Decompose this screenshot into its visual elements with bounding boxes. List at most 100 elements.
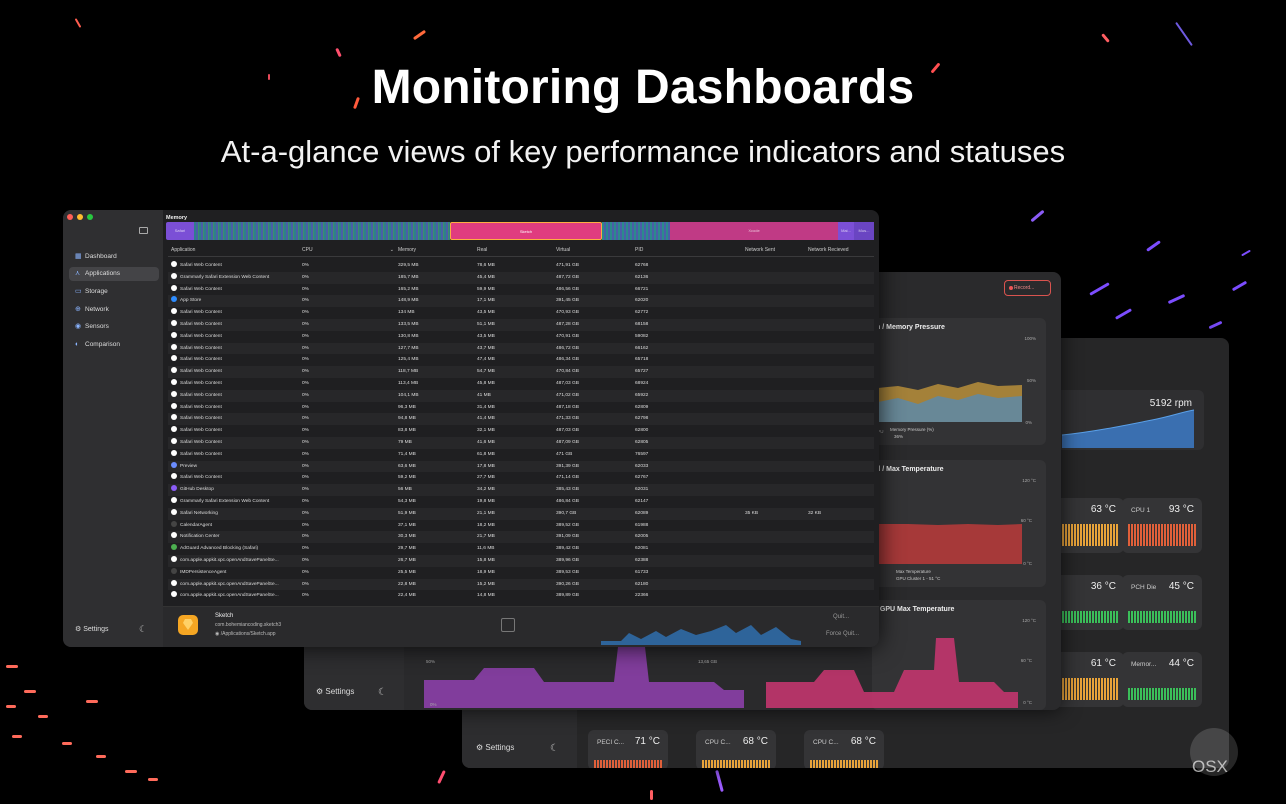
quit-button[interactable]: Quit... (832, 614, 849, 620)
column-header[interactable]: Memory (398, 247, 417, 253)
table-row[interactable]: IMDPersistenceAgent 0% 25,5 MB 18,9 MB 389,5… (168, 567, 874, 579)
record-button[interactable]: Record... (1004, 280, 1051, 296)
table-row[interactable]: AdGuard Advanced Blocking (Safari) 0% 29,7… (168, 543, 874, 555)
table-cell: 43,5 MB (477, 307, 556, 319)
table-row[interactable]: Grammarly Safari Extension Web Content 0%… (168, 496, 874, 508)
cell-text: 31,4 MB (477, 404, 495, 410)
column-header[interactable]: Application (171, 247, 196, 253)
table-row[interactable]: Safari Web Content 0% 83,8 MB 32,1 MB 487,03… (168, 425, 874, 437)
cell-text: 18,9 MB (477, 569, 495, 575)
table-row[interactable]: Safari Web Content 0% 134 MB 43,5 MB 470,93 … (168, 307, 874, 319)
table-row[interactable]: com.apple.appkit.xpc.openAndSavePanelSe.… (168, 554, 874, 567)
sidebar-item-storage[interactable]: ▭ Storage (69, 285, 159, 299)
memory-segment[interactable] (602, 222, 670, 240)
table-row[interactable]: Grammarly Safari Extension Web Content 0%… (168, 271, 874, 284)
table-cell: 31,4 MB (477, 402, 556, 414)
table-row[interactable]: Safari Web Content 0% 329,5 MB 78,6 MB 471,9… (168, 260, 874, 272)
gear-icon: ⚙ (476, 743, 484, 752)
cell-text: 79 MB (398, 439, 412, 445)
memory-segment[interactable]: Xcode (670, 222, 838, 240)
column-header[interactable]: Virtual (556, 247, 571, 253)
table-row[interactable]: Safari Web Content 0% 104,1 MB 41 MB 471,02 … (168, 389, 874, 402)
table-row[interactable]: Safari Web Content 0% 130,8 MB 43,5 MB 470,9… (168, 331, 874, 343)
app-path: ◉ /Applications/Sketch.app (215, 631, 276, 637)
table-row[interactable]: Safari Web Content 0% 79 MB 41,6 MB 487,09 G… (168, 436, 874, 449)
sort-chevron-icon: ⌄ (389, 247, 394, 253)
settings-button[interactable]: ⚙ Settings (316, 687, 354, 696)
moon-icon[interactable]: ☾ (378, 687, 387, 698)
app-name-cell: com.apple.appkit.xpc.openAndSavePanelSe.… (168, 579, 302, 591)
gear-icon: ⚙ (75, 626, 82, 633)
cell-text: 19,8 MB (477, 498, 495, 504)
table-row[interactable]: Safari Web Content 0% 94,8 MB 41,4 MB 471,33… (168, 413, 874, 426)
minimize-button[interactable] (77, 214, 83, 220)
app-name-cell: Safari Web Content (168, 354, 302, 366)
sidebar-item-comparison[interactable]: ◐ Comparison (69, 338, 159, 352)
settings-button[interactable]: ⚙ Settings (75, 625, 109, 633)
moon-icon[interactable]: ☾ (550, 743, 559, 754)
table-cell: 62767 (635, 472, 745, 484)
table-cell (808, 402, 868, 414)
table-row[interactable]: com.apple.appkit.xpc.openAndSavePanelSe.… (168, 590, 874, 602)
cell-text: 37,1 MB (398, 522, 416, 528)
table-cell: 391,09 GB (556, 531, 635, 543)
cell-text: Safari Web Content (180, 475, 222, 481)
app-name-cell: Safari Web Content (168, 378, 302, 390)
grid-icon[interactable] (501, 618, 515, 632)
force-quit-button[interactable]: Force Quit... (825, 631, 859, 637)
app-name-cell: Safari Web Content (168, 437, 302, 449)
memory-segment[interactable] (194, 222, 450, 240)
column-header[interactable]: CPU ⌄ (302, 247, 398, 256)
table-row[interactable]: GitHub Desktop 0% 56 MB 34,2 MB 385,43 GB 620… (168, 484, 874, 496)
table-row[interactable]: CalendarAgent 0% 37,1 MB 18,2 MB 389,52 GB 61… (168, 520, 874, 532)
table-cell (745, 272, 808, 284)
table-cell: 0% (302, 449, 398, 461)
table-row[interactable]: Safari Web Content 0% 71,4 MB 61,8 MB 471 GB… (168, 449, 874, 461)
memory-segment[interactable]: Mus... (854, 222, 874, 240)
table-row[interactable]: com.apple.appkit.xpc.openAndSavePanelSe.… (168, 578, 874, 591)
sidebar-toggle-icon[interactable] (139, 227, 148, 234)
sidebar-item-dashboard[interactable]: ▦ Dashboard (69, 250, 159, 264)
settings-button[interactable]: ⚙ Settings (476, 743, 514, 752)
moon-icon[interactable]: ☾ (139, 624, 148, 634)
table-cell: 470,93 GB (556, 307, 635, 319)
sidebar: ▦ Dashboard ⋏ Applications ▭ Storage ⊕ Netwo… (63, 210, 163, 647)
table-cell: 0% (302, 378, 398, 390)
zoom-button[interactable] (87, 214, 93, 220)
memory-segment[interactable]: Mai... (838, 222, 854, 240)
table-row[interactable]: Preview 0% 63,6 MB 17,8 MB 391,39 GB 62033 (168, 460, 874, 473)
column-header[interactable]: PID (635, 247, 644, 253)
table-cell (745, 378, 808, 390)
close-button[interactable] (67, 214, 73, 220)
column-header[interactable]: Network Sent (745, 247, 776, 253)
app-icon (171, 414, 177, 421)
column-header[interactable]: Real (477, 247, 488, 253)
memory-segment-selected[interactable]: Sketch (450, 222, 602, 240)
table-row[interactable]: Notification Center 0% 30,3 MB 21,7 MB 391,0… (168, 531, 874, 544)
table-row[interactable]: Safari Web Content 0% 118,7 MB 54,7 MB 470,8… (168, 366, 874, 378)
table-row[interactable]: App Store 0% 148,9 MB 17,1 MB 391,45 GB 62020 (168, 295, 874, 308)
table-cell: 487,03 GB (556, 378, 635, 390)
table-cell (808, 579, 868, 591)
table-cell: 62809 (635, 402, 745, 414)
table-row[interactable]: Safari Web Content 0% 96,3 MB 31,4 MB 487,18… (168, 402, 874, 414)
table-row[interactable]: Safari Networking 0% 51,9 MB 21,1 MB 390,7 G… (168, 507, 874, 520)
memory-segment[interactable]: Safari (166, 222, 194, 240)
cell-text: Safari Web Content (180, 439, 222, 445)
cell-text: Safari Web Content (180, 310, 222, 316)
table-row[interactable]: Safari Web Content 0% 165,2 MB 59,9 MB 486,5… (168, 284, 874, 296)
cell-text: 389,96 GB (556, 557, 579, 563)
table-row[interactable]: Safari Web Content 0% 127,7 MB 43,7 MB 486,7… (168, 342, 874, 355)
table-row[interactable]: Safari Web Content 0% 59,2 MB 27,7 MB 471,14… (168, 472, 874, 484)
table-row[interactable]: Safari Web Content 0% 133,5 MB 51,1 MB 487,2… (168, 318, 874, 331)
table-row[interactable]: Safari Web Content 0% 113,4 MB 45,8 MB 487,0… (168, 378, 874, 390)
table-cell: 389,89 GB (556, 590, 635, 602)
column-header[interactable]: Network Recieved (808, 247, 849, 253)
table-cell: 32,1 MB (477, 425, 556, 437)
table-row[interactable]: Safari Web Content 0% 125,4 MB 47,4 MB 486,3… (168, 354, 874, 366)
memory-pressure-panel: n / Memory Pressure 100% 50% 0% CPU Memo… (872, 318, 1046, 445)
sidebar-item-sensors[interactable]: ◉ Sensors (69, 320, 159, 334)
sidebar-item-network[interactable]: ⊕ Network (69, 303, 159, 317)
cell-text: 0% (302, 345, 309, 351)
sidebar-item-applications[interactable]: ⋏ Applications (69, 267, 159, 281)
